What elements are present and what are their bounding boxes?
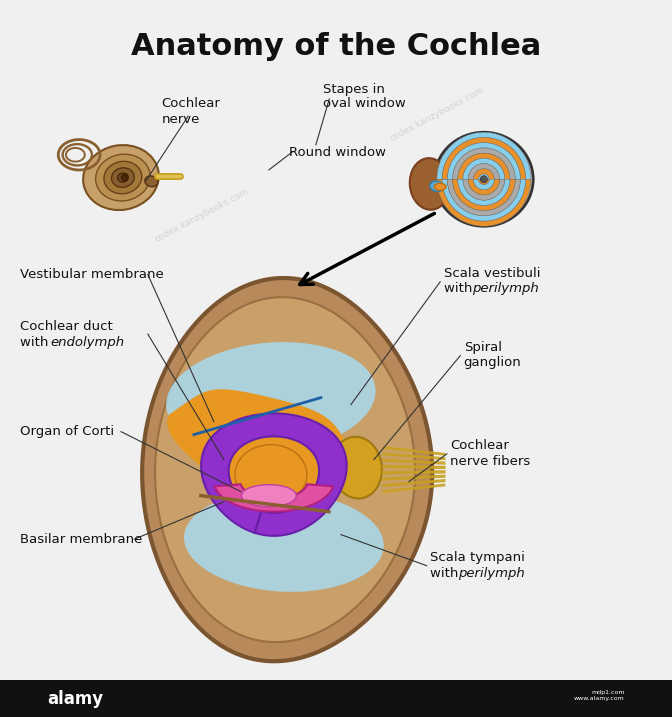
Wedge shape	[468, 163, 499, 179]
Text: Organ of Corti: Organ of Corti	[20, 425, 114, 438]
Ellipse shape	[435, 132, 533, 227]
Wedge shape	[448, 179, 520, 216]
Ellipse shape	[184, 491, 384, 592]
Wedge shape	[437, 132, 531, 179]
Ellipse shape	[112, 168, 134, 187]
Text: Scala vestibuli: Scala vestibuli	[444, 267, 540, 280]
Polygon shape	[155, 297, 415, 642]
Ellipse shape	[430, 181, 444, 191]
Polygon shape	[201, 414, 347, 536]
Text: Basilar membrane: Basilar membrane	[20, 533, 142, 546]
Ellipse shape	[104, 161, 142, 194]
Ellipse shape	[332, 437, 382, 498]
Text: with: with	[20, 336, 53, 348]
Bar	[0, 680, 672, 717]
Wedge shape	[473, 179, 495, 190]
Ellipse shape	[166, 342, 376, 453]
Text: Vestibular membrane: Vestibular membrane	[20, 268, 164, 281]
Ellipse shape	[118, 173, 128, 182]
Wedge shape	[442, 138, 526, 179]
Wedge shape	[463, 179, 505, 200]
Text: codex.kanzybooks.com: codex.kanzybooks.com	[388, 86, 485, 143]
Text: perilymph: perilymph	[472, 282, 539, 295]
Text: Spiral: Spiral	[464, 341, 502, 354]
Wedge shape	[478, 179, 489, 184]
Wedge shape	[452, 148, 515, 179]
Text: endolymph: endolymph	[50, 336, 124, 348]
Wedge shape	[478, 174, 489, 179]
Wedge shape	[458, 179, 510, 205]
Ellipse shape	[235, 445, 307, 505]
Polygon shape	[167, 389, 349, 511]
Ellipse shape	[434, 184, 446, 190]
Wedge shape	[448, 143, 520, 179]
Text: nerve fibers: nerve fibers	[450, 455, 530, 467]
Text: codex.kanzybooks.com: codex.kanzybooks.com	[153, 186, 250, 244]
Ellipse shape	[83, 145, 159, 210]
Text: Round window: Round window	[289, 146, 386, 158]
Text: Cochlear: Cochlear	[450, 440, 509, 452]
Ellipse shape	[410, 158, 450, 210]
Text: Cochlear: Cochlear	[161, 98, 220, 110]
Text: with: with	[444, 282, 476, 295]
Ellipse shape	[144, 176, 158, 187]
Ellipse shape	[122, 174, 128, 181]
Text: oval window: oval window	[323, 98, 405, 110]
Text: Stapes in: Stapes in	[323, 83, 384, 96]
Text: nerve: nerve	[161, 113, 200, 126]
Wedge shape	[463, 158, 505, 179]
Ellipse shape	[241, 485, 296, 507]
Ellipse shape	[480, 176, 487, 183]
Wedge shape	[473, 168, 495, 179]
Ellipse shape	[95, 154, 150, 201]
Text: Anatomy of the Cochlea: Anatomy of the Cochlea	[131, 32, 541, 61]
Text: Cochlear duct: Cochlear duct	[20, 320, 113, 333]
Text: with: with	[430, 567, 463, 580]
Text: alamy: alamy	[47, 690, 103, 708]
Wedge shape	[468, 179, 499, 195]
Wedge shape	[458, 153, 510, 179]
Text: mdp1.com
www.alamy.com: mdp1.com www.alamy.com	[574, 690, 625, 701]
Wedge shape	[442, 179, 526, 221]
Polygon shape	[142, 278, 432, 661]
Wedge shape	[452, 179, 515, 211]
Wedge shape	[437, 179, 531, 227]
Text: perilymph: perilymph	[458, 567, 524, 580]
Polygon shape	[214, 484, 333, 512]
Text: Scala tympani: Scala tympani	[430, 551, 525, 564]
Text: ganglion: ganglion	[464, 356, 521, 369]
